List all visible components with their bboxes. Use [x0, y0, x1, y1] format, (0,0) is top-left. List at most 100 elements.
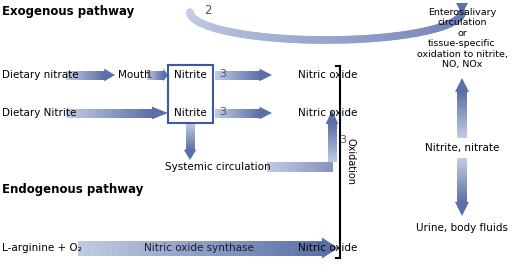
Bar	[457, 172, 467, 174]
Bar	[288, 241, 293, 255]
Bar	[457, 124, 467, 125]
Bar	[148, 70, 149, 79]
Bar	[234, 241, 240, 255]
Bar	[87, 109, 89, 117]
Bar	[186, 148, 194, 150]
Bar	[86, 70, 87, 79]
Bar	[216, 109, 217, 117]
Bar	[275, 162, 278, 172]
Bar	[230, 70, 231, 79]
Text: Mouth: Mouth	[118, 70, 151, 80]
Bar	[225, 70, 226, 79]
Bar	[312, 241, 318, 255]
Bar	[227, 70, 228, 79]
Bar	[186, 143, 194, 144]
Bar	[328, 154, 336, 155]
Bar	[328, 126, 336, 128]
Bar	[228, 109, 230, 117]
Bar	[457, 175, 467, 176]
Bar	[258, 109, 260, 117]
Bar	[161, 241, 166, 255]
Bar	[186, 142, 194, 143]
Bar	[99, 109, 101, 117]
Bar	[186, 128, 194, 129]
Bar	[83, 109, 85, 117]
Bar	[254, 70, 255, 79]
Text: L-arginine + O₂: L-arginine + O₂	[2, 243, 82, 253]
Bar	[319, 162, 322, 172]
Bar	[457, 178, 467, 179]
Bar	[98, 70, 99, 79]
Bar	[218, 109, 220, 117]
Bar	[457, 180, 467, 182]
Bar	[457, 131, 467, 132]
Text: Endogenous pathway: Endogenous pathway	[2, 183, 144, 197]
Bar	[457, 101, 467, 102]
Bar	[116, 109, 118, 117]
Bar	[457, 98, 467, 100]
Bar	[87, 70, 89, 79]
Text: Nitric oxide: Nitric oxide	[298, 70, 357, 80]
Bar	[228, 70, 230, 79]
Bar	[457, 112, 467, 114]
Bar	[141, 109, 144, 117]
Bar	[229, 241, 235, 255]
Bar	[78, 109, 80, 117]
Bar	[328, 159, 336, 160]
Bar	[148, 70, 149, 79]
Bar	[457, 182, 467, 184]
Bar	[102, 109, 105, 117]
Bar	[295, 162, 298, 172]
Bar	[152, 70, 153, 79]
Bar	[152, 70, 153, 79]
Bar	[328, 158, 336, 159]
Bar	[457, 136, 467, 138]
Bar	[151, 70, 152, 79]
Bar	[314, 162, 317, 172]
Bar	[298, 162, 301, 172]
Bar	[241, 109, 242, 117]
Bar	[329, 162, 332, 172]
Bar	[84, 70, 85, 79]
Bar	[122, 241, 127, 255]
Bar	[123, 109, 125, 117]
Bar	[267, 162, 270, 172]
Bar	[328, 140, 336, 141]
Bar	[457, 104, 467, 106]
Bar	[186, 124, 194, 125]
Bar	[157, 70, 158, 79]
Bar	[328, 156, 336, 157]
Bar	[133, 109, 135, 117]
Bar	[457, 188, 467, 189]
Bar	[285, 162, 288, 172]
Polygon shape	[152, 107, 168, 119]
Bar	[146, 241, 152, 255]
Bar	[245, 70, 246, 79]
Bar	[129, 109, 132, 117]
Bar	[186, 140, 194, 141]
Bar	[186, 142, 194, 144]
Bar	[457, 160, 467, 162]
Bar	[74, 70, 75, 79]
Bar	[74, 70, 76, 79]
Bar	[258, 109, 259, 117]
Bar	[254, 109, 255, 117]
Bar	[233, 70, 234, 79]
Bar	[288, 162, 291, 172]
Bar	[111, 109, 113, 117]
Bar	[92, 70, 93, 79]
Bar	[186, 148, 194, 149]
Bar	[160, 70, 161, 79]
Bar	[457, 117, 467, 119]
Bar	[186, 132, 194, 133]
Bar	[144, 109, 146, 117]
Bar	[186, 129, 194, 130]
Bar	[72, 70, 73, 79]
Bar	[328, 132, 336, 133]
Bar	[89, 70, 91, 79]
Bar	[236, 109, 237, 117]
Bar	[186, 124, 194, 125]
Bar	[127, 241, 132, 255]
Text: Exogenous pathway: Exogenous pathway	[2, 6, 134, 18]
Bar	[457, 166, 467, 167]
